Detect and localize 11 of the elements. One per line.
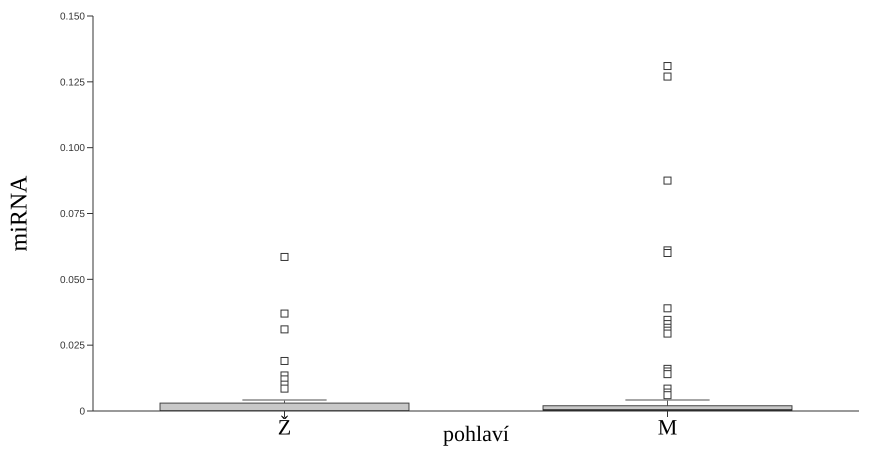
y-tick-label: 0.025 bbox=[60, 340, 86, 352]
x-tick-label: M bbox=[658, 414, 678, 440]
y-tick-label: 0.075 bbox=[60, 209, 86, 220]
x-axis-title: pohlaví bbox=[443, 421, 509, 446]
y-tick-label: 0.125 bbox=[60, 77, 86, 88]
y-tick-label: 0.050 bbox=[60, 274, 86, 286]
y-tick-label: 0.100 bbox=[60, 143, 86, 154]
y-axis-title: miRNA bbox=[6, 174, 33, 252]
y-tick-label: 0.150 bbox=[60, 12, 86, 23]
x-tick-label: Ž bbox=[278, 414, 292, 440]
y-tick-label: 0 bbox=[79, 406, 86, 418]
